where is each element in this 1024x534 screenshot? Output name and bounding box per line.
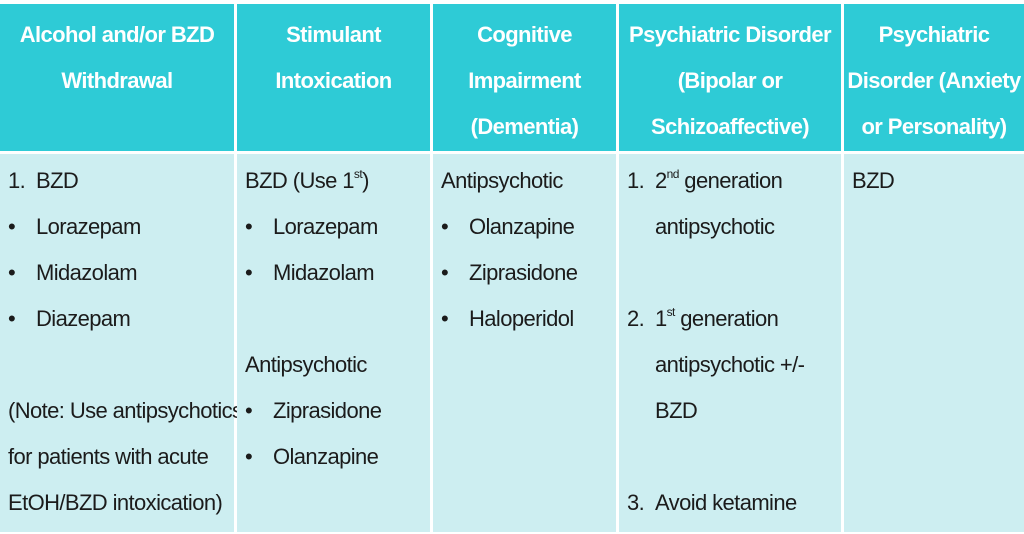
list-number: 1. <box>8 168 26 193</box>
cell-line: • Ziprasidone <box>245 388 424 434</box>
cell-line <box>245 296 424 342</box>
cell-line: • Haloperidol <box>441 296 610 342</box>
cell-line: Antipsychotic <box>245 342 424 388</box>
table-cell: BZD <box>844 154 1024 532</box>
column-header: Psychiatric Disorder (Bipolar or Schizoaff… <box>619 4 841 151</box>
header-line: Alcohol and/or BZD <box>19 22 215 47</box>
cell-line: • Lorazepam <box>245 204 424 250</box>
bullet-marker: • <box>8 214 16 239</box>
cell-line: 2. 1st generation <box>627 296 835 342</box>
header-line: (Bipolar or <box>677 68 783 93</box>
bullet-marker: • <box>245 260 253 285</box>
list-number: 2. <box>627 306 645 331</box>
header-line: Cognitive <box>477 22 572 47</box>
cell-text: for patients with acute <box>8 444 209 469</box>
bullet-marker: • <box>245 444 253 469</box>
header-line: Withdrawal <box>61 68 173 93</box>
cell-text: BZD <box>36 168 79 193</box>
cell-text: Lorazepam <box>36 214 141 239</box>
cell-line: 3. Avoid ketamine <box>627 480 835 526</box>
cell-text: Midazolam <box>273 260 375 285</box>
cell-text: antipsychotic +/- <box>655 352 805 377</box>
cell-line: for patients with acute <box>8 434 228 480</box>
cell-line <box>627 434 835 480</box>
column-header: Stimulant Intoxication <box>237 4 430 151</box>
cell-text: Haloperidol <box>469 306 574 331</box>
cell-line: • Midazolam <box>245 250 424 296</box>
cell-text: (Note: Use antipsychotics <box>8 398 243 423</box>
table-cell: 1. BZD • Lorazepam • Midazolam • Diazepam (Note:… <box>0 154 243 532</box>
header-line: Intoxication <box>275 68 392 93</box>
cell-text: BZD <box>655 398 698 423</box>
list-number: 1. <box>627 168 645 193</box>
cell-line: • Ziprasidone <box>441 250 610 296</box>
cell-line: antipsychotic <box>627 204 835 250</box>
list-number: 3. <box>627 490 645 515</box>
header-line: Psychiatric <box>878 22 990 47</box>
treatment-table: Alcohol and/or BZD Withdrawal Stimulant Int… <box>0 4 1024 532</box>
cell-text: BZD <box>852 168 895 193</box>
cell-text: Midazolam <box>36 260 138 285</box>
cell-text-rest: ) <box>362 168 369 193</box>
cell-line <box>8 342 228 388</box>
header-line: or Personality) <box>861 114 1007 139</box>
cell-line: EtOH/BZD intoxication) <box>8 480 228 526</box>
column-header: Cognitive Impairment (Dementia) <box>433 4 616 151</box>
ordinal-suffix: nd <box>666 167 680 181</box>
ordinal-suffix: st <box>666 305 676 319</box>
ordinal-suffix: st <box>353 167 363 181</box>
cell-text: Ziprasidone <box>469 260 578 285</box>
bullet-marker: • <box>245 214 253 239</box>
header-line: Psychiatric Disorder <box>629 22 832 47</box>
cell-text: Antipsychotic <box>245 352 367 377</box>
cell-line: • Olanzapine <box>245 434 424 480</box>
table-cell: BZD (Use 1st) • Lorazepam • Midazolam Antipsy… <box>237 154 430 532</box>
cell-text: BZD (Use 1 <box>245 168 355 193</box>
cell-text: Avoid ketamine <box>655 490 797 515</box>
bullet-marker: • <box>8 260 16 285</box>
table-cell: Antipsychotic • Olanzapine • Ziprasidone • Hal… <box>433 154 616 532</box>
cell-line: • Midazolam <box>8 250 228 296</box>
cell-text: Lorazepam <box>273 214 378 239</box>
cell-line: BZD <box>627 388 835 434</box>
cell-line: antipsychotic +/- <box>627 342 835 388</box>
cell-text: Ziprasidone <box>273 398 382 423</box>
cell-text: antipsychotic <box>655 214 775 239</box>
column-header: Alcohol and/or BZD Withdrawal <box>0 4 234 151</box>
header-line: Schizoaffective) <box>651 114 810 139</box>
cell-line: Antipsychotic <box>441 158 610 204</box>
bullet-marker: • <box>441 214 449 239</box>
cell-text: Diazepam <box>36 306 131 331</box>
cell-line: • Olanzapine <box>441 204 610 250</box>
cell-line <box>627 250 835 296</box>
cell-text-rest: generation <box>674 306 779 331</box>
cell-line: BZD (Use 1st) <box>245 158 424 204</box>
cell-text: EtOH/BZD intoxication) <box>8 490 223 515</box>
cell-line: 1. BZD <box>8 158 228 204</box>
cell-text-rest: generation <box>678 168 783 193</box>
header-line: Stimulant <box>286 22 381 47</box>
header-line: (Dementia) <box>470 114 579 139</box>
cell-text: 1 <box>655 306 667 331</box>
cell-text: Olanzapine <box>273 444 379 469</box>
bullet-marker: • <box>441 306 449 331</box>
cell-text: 2 <box>655 168 667 193</box>
header-line: Impairment <box>468 68 581 93</box>
cell-line: • Lorazepam <box>8 204 228 250</box>
cell-line: (Note: Use antipsychotics <box>8 388 243 434</box>
bullet-marker: • <box>8 306 16 331</box>
cell-line: BZD <box>852 158 1018 204</box>
header-line: Disorder (Anxiety <box>847 68 1021 93</box>
cell-text: Olanzapine <box>469 214 575 239</box>
bullet-marker: • <box>245 398 253 423</box>
table-cell: 1. 2nd generation antipsychotic 2. 1st gener… <box>619 154 841 532</box>
cell-text: Antipsychotic <box>441 168 563 193</box>
bullet-marker: • <box>441 260 449 285</box>
column-header: Psychiatric Disorder (Anxiety or Personali… <box>844 4 1024 151</box>
cell-line: • Diazepam <box>8 296 228 342</box>
cell-line: 1. 2nd generation <box>627 158 835 204</box>
